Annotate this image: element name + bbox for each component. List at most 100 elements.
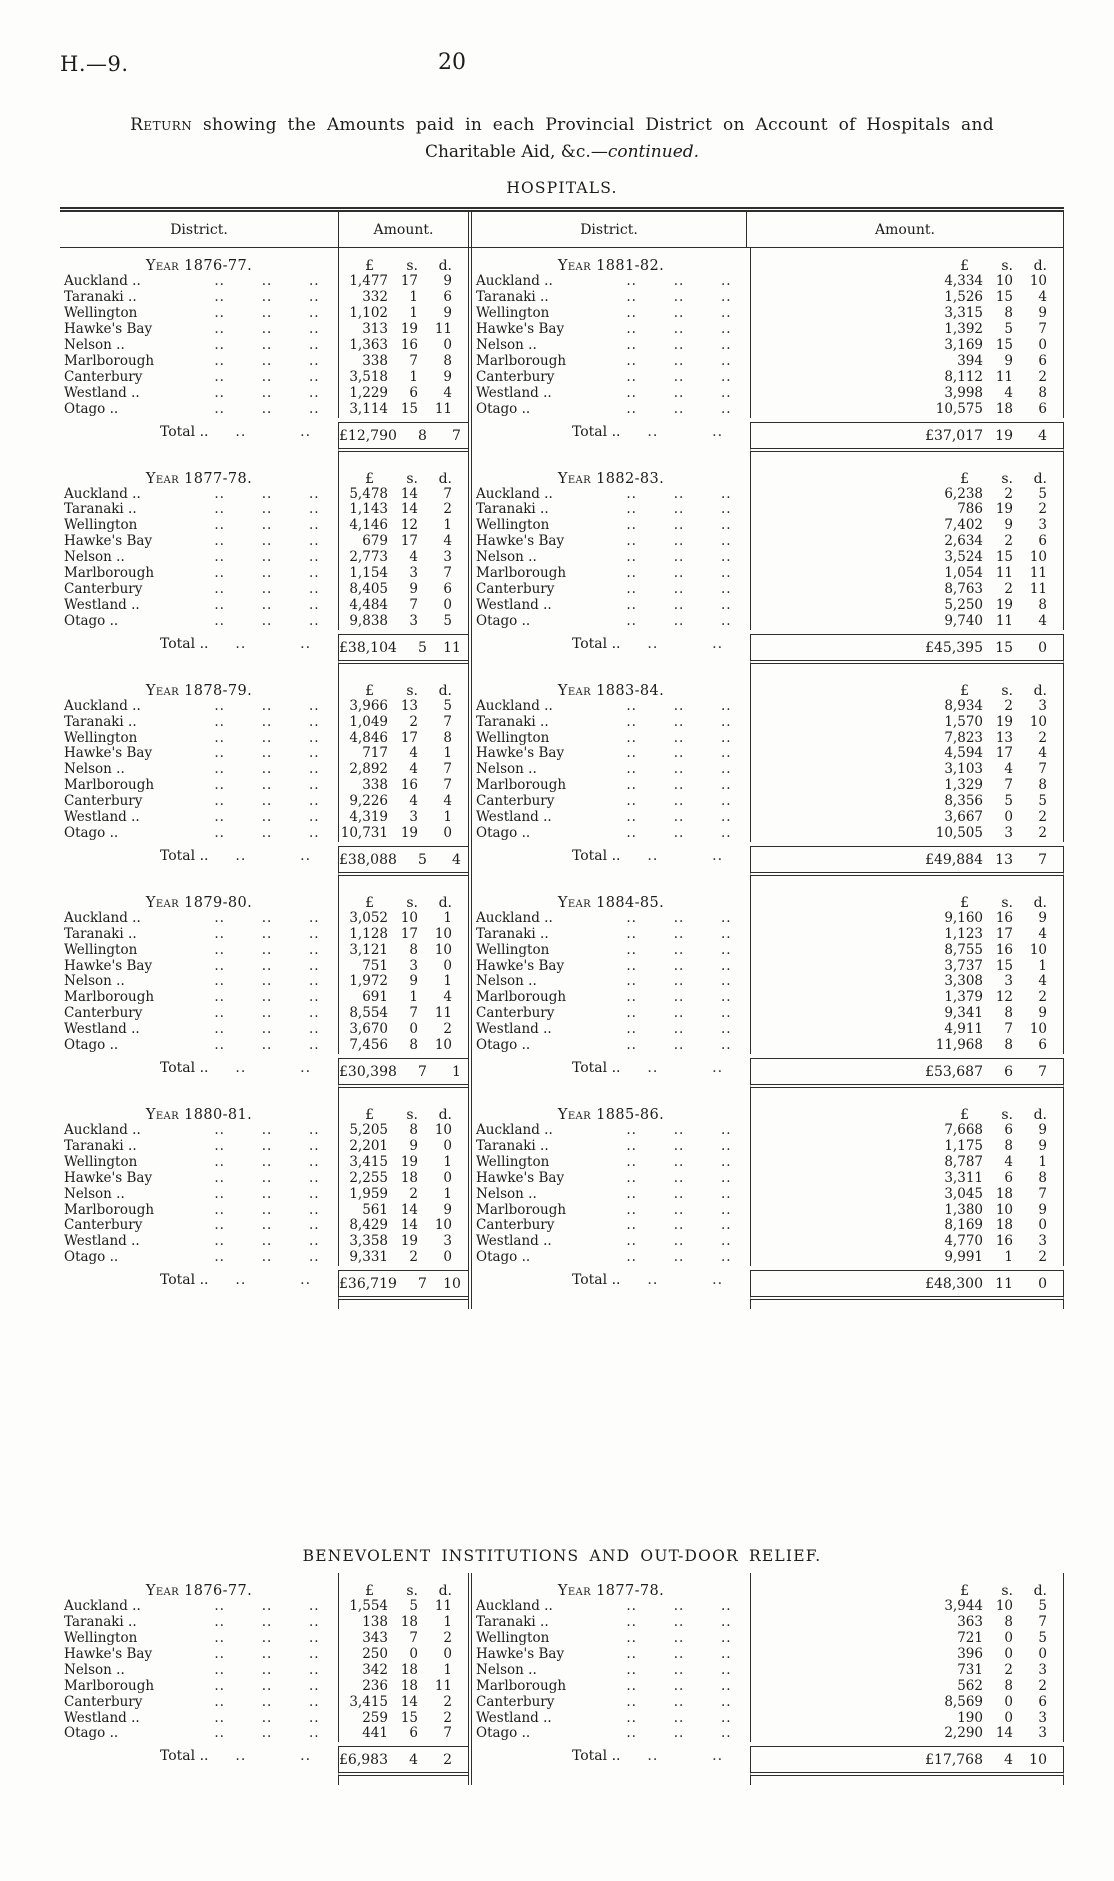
- district-cell: Marlborough......: [60, 352, 338, 370]
- dot-leader: ..: [214, 941, 225, 958]
- amount-shillings: 18: [995, 1185, 1013, 1202]
- total-row: Total ...... £45,395 15 0: [472, 630, 1064, 660]
- total-label: Total ..: [160, 1060, 209, 1076]
- divider-spacer: [60, 1772, 338, 1785]
- amount-cell: 1,154 3 7: [338, 565, 468, 582]
- district-cell: Otago ........: [60, 401, 338, 418]
- amount-pence: 10: [434, 1037, 452, 1054]
- table-column-right: Year 1881-82. £ s. d. Auckland ........ 4,334…: [468, 248, 1064, 1310]
- dot-leader: ..: [235, 1060, 247, 1076]
- district-name: Wellington: [64, 941, 138, 958]
- dot-leader: ..: [214, 580, 225, 597]
- dot-leader: ..: [214, 273, 225, 290]
- dot-leader: ..: [309, 1629, 320, 1646]
- dot-leader: ..: [721, 400, 732, 417]
- district-name: Canterbury: [64, 368, 143, 385]
- amount-cell: 3,415 14 2: [338, 1694, 468, 1711]
- total-label: Total ..: [572, 423, 621, 440]
- total-amount-cell: £17,768 4 10: [750, 1746, 1064, 1773]
- amount-pence: 10: [1029, 941, 1047, 958]
- amount-pounds: 1,477: [349, 273, 388, 290]
- amount-pounds: 3,169: [944, 337, 983, 353]
- district-name: Hawke's Bay: [476, 533, 565, 550]
- dot-leader: ..: [261, 501, 273, 518]
- district-name: Auckland ..: [476, 485, 553, 502]
- dot-leader: ..: [721, 1614, 732, 1631]
- district-name: Otago ..: [476, 824, 531, 841]
- dot-leader: ..: [721, 289, 732, 306]
- dot-leader: ..: [309, 1037, 320, 1054]
- dot-leader: ..: [721, 580, 732, 597]
- table-row: Marlborough...... 1,329 7 8: [472, 777, 1064, 795]
- amount-pounds: 1,175: [944, 1137, 983, 1154]
- district-name: Taranaki ..: [476, 1137, 549, 1154]
- currency-header: £ s. d.: [338, 672, 468, 699]
- amount-pence: 3: [1038, 1233, 1047, 1250]
- amount-pounds: 3,966: [349, 697, 388, 714]
- district-cell: Canterbury......: [472, 1694, 750, 1711]
- district-name: Hawke's Bay: [64, 533, 153, 550]
- amount-cell: 717 4 1: [338, 746, 468, 763]
- amount-pounds: 8,763: [944, 580, 983, 597]
- total-amount-cell: £45,395 15 0: [750, 633, 1064, 660]
- dot-leader: ..: [712, 423, 724, 440]
- pounds-header: £: [365, 894, 374, 911]
- district-cell: Nelson ........: [472, 1186, 750, 1203]
- shillings-header: s.: [1001, 682, 1013, 699]
- amount-cell: 3,944 10 5: [750, 1598, 1064, 1616]
- amount-pence: 4: [443, 793, 452, 810]
- pounds-header: £: [365, 682, 374, 699]
- district-cell: Wellington......: [60, 517, 338, 534]
- amount-shillings: 19: [995, 596, 1013, 613]
- district-cell: Westland ........: [472, 1233, 750, 1250]
- amount-shillings: 3: [409, 612, 418, 629]
- amount-cell: 338 7 8: [338, 353, 468, 370]
- total-pounds: £37,017: [925, 427, 983, 444]
- amount-pence: 2: [1038, 501, 1047, 518]
- district-cell: Wellington......: [472, 730, 750, 747]
- amount-pounds: 721: [957, 1629, 983, 1646]
- table-row: Auckland ........ 1,477 17 9: [60, 273, 468, 291]
- amount-pounds: 2,773: [349, 549, 388, 566]
- table-row: Otago ........ 11,968 8 6: [472, 1037, 1064, 1054]
- amount-cell: 3,966 13 5: [338, 697, 468, 715]
- table-row: Otago ........ 441 6 7: [60, 1726, 468, 1743]
- amount-shillings: 14: [400, 485, 418, 502]
- table-row: Wellington...... 343 7 2: [60, 1629, 468, 1647]
- amount-pence: 9: [1038, 909, 1047, 926]
- amount-pounds: 8,934: [944, 697, 983, 714]
- amount-pounds: 2,255: [349, 1169, 388, 1186]
- table-row: Hawke's Bay...... 2,255 18 0: [60, 1169, 468, 1187]
- amount-shillings: 4: [1004, 1153, 1013, 1170]
- dot-leader: ..: [309, 1201, 320, 1218]
- table-row: Hawke's Bay...... 679 17 4: [60, 533, 468, 551]
- table-body: Year 1876-77. £ s. d. Auckland ........ 1,477…: [60, 248, 1064, 1310]
- amount-pence: 1: [443, 909, 452, 926]
- district-cell: Nelson ........: [60, 761, 338, 778]
- amount-cell: 1,380 10 9: [750, 1202, 1064, 1219]
- block-divider: [472, 1296, 1064, 1310]
- amount-cell: 561 14 9: [338, 1202, 468, 1219]
- table-row: Wellington...... 8,755 16 10: [472, 941, 1064, 959]
- table-row: Wellington...... 4,146 12 1: [60, 517, 468, 535]
- amount-shillings: 9: [1004, 352, 1013, 369]
- amount-pounds: 3,103: [944, 761, 983, 778]
- dot-leader: ..: [309, 352, 320, 369]
- amount-shillings: 19: [400, 1233, 418, 1250]
- dot-leader: ..: [261, 745, 273, 762]
- district-cell: Hawke's Bay......: [472, 958, 750, 975]
- table-row: Hawke's Bay...... 4,594 17 4: [472, 746, 1064, 763]
- amount-pence: 3: [1038, 1725, 1047, 1742]
- table-row: Marlborough...... 338 7 8: [60, 352, 468, 370]
- district-cell: Nelson ........: [472, 761, 750, 778]
- dot-leader: ..: [309, 745, 320, 762]
- total-amount-cell: £30,398 7 1: [338, 1058, 468, 1084]
- amount-cell: 396 0 0: [750, 1646, 1064, 1663]
- amount-cell: 3,415 19 1: [338, 1154, 468, 1171]
- amount-cell: 250 0 0: [338, 1646, 468, 1663]
- block-divider: [472, 1772, 1064, 1786]
- amount-pounds: 1,102: [349, 305, 388, 322]
- dot-leader: ..: [309, 1021, 320, 1038]
- total-amount-cell: £53,687 6 7: [750, 1058, 1064, 1084]
- shillings-header: s.: [406, 1107, 418, 1123]
